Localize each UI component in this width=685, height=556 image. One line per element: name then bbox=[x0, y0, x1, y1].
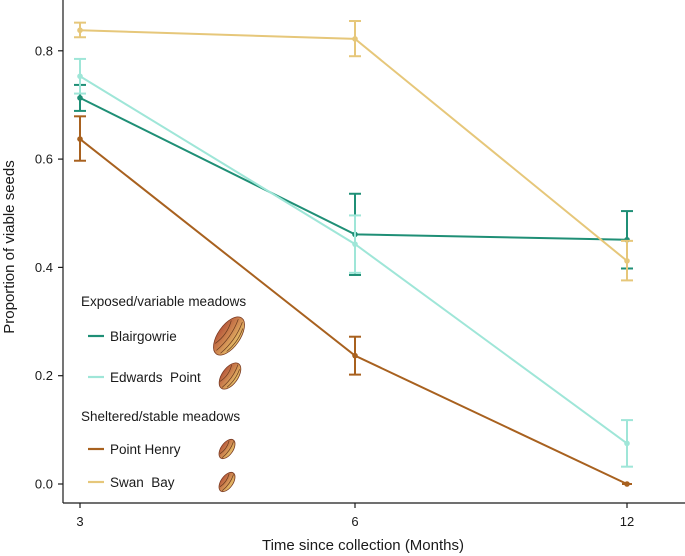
data-point-point-henry bbox=[77, 136, 83, 142]
seed-icon-swan-bay bbox=[218, 471, 236, 493]
y-tick-label: 0.8 bbox=[35, 43, 53, 58]
legend-label-blairgowrie: Blairgowrie bbox=[110, 329, 177, 344]
seed-icon-point-henry bbox=[218, 438, 236, 460]
data-point-point-henry bbox=[352, 352, 358, 359]
x-tick-label: 6 bbox=[351, 514, 358, 529]
y-tick-label: 0.4 bbox=[35, 260, 53, 275]
y-tick-label: 0.6 bbox=[35, 152, 53, 167]
y-tick-label: 0.2 bbox=[35, 368, 53, 383]
legend-label-point-henry: Point Henry bbox=[110, 442, 181, 457]
seed-icon-edwards-point bbox=[218, 362, 242, 390]
series-line-swan-bay bbox=[79, 29, 628, 262]
series-line-point-henry bbox=[79, 138, 628, 485]
legend: Exposed/variable meadows Blairgowrie Edw… bbox=[81, 294, 246, 493]
series-edwards-point bbox=[74, 57, 633, 468]
x-tick-label: 3 bbox=[76, 514, 83, 529]
series-line-blairgowrie bbox=[79, 97, 628, 241]
y-tick-label: 0.0 bbox=[35, 477, 53, 492]
legend-group-title-sheltered: Sheltered/stable meadows bbox=[81, 409, 240, 424]
data-point-edwards-point bbox=[624, 440, 630, 447]
x-tick-label: 12 bbox=[620, 514, 634, 529]
data-point-blairgowrie bbox=[77, 95, 83, 101]
seed-icon-blairgowrie bbox=[213, 316, 245, 356]
legend-label-swan-bay: Swan Bay bbox=[110, 475, 175, 490]
series-point-henry bbox=[74, 115, 632, 487]
legend-label-edwards-point: Edwards Point bbox=[110, 370, 201, 385]
series-swan-bay bbox=[74, 20, 633, 282]
data-point-swan-bay bbox=[352, 36, 358, 42]
data-point-swan-bay bbox=[624, 258, 630, 264]
data-point-edwards-point bbox=[77, 73, 83, 80]
data-point-swan-bay bbox=[77, 27, 83, 34]
y-axis-title: Proportion of viable seeds bbox=[1, 160, 18, 333]
data-point-point-henry bbox=[624, 481, 630, 487]
x-axis-title: Time since collection (Months) bbox=[262, 537, 464, 554]
series-line-edwards-point bbox=[79, 75, 628, 445]
data-point-edwards-point bbox=[352, 241, 358, 247]
legend-group-title-exposed: Exposed/variable meadows bbox=[81, 294, 246, 309]
